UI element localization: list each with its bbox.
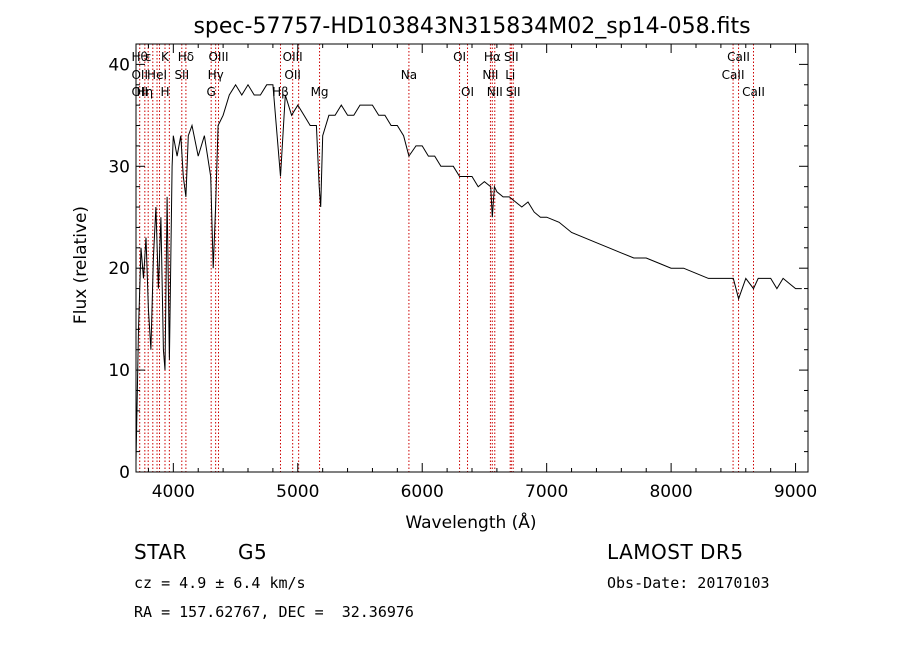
y-tick-label: 0 [119,463,130,483]
line-marker-label: CaII [742,85,765,99]
line-marker-label: NII [487,85,503,99]
obs-date-text: Obs-Date: 20170103 [607,574,770,592]
y-tick-label: 20 [108,259,130,279]
line-marker-label: ε [145,50,152,64]
line-marker-label: Hβ [272,85,289,99]
plot-frame [135,43,809,473]
line-marker-label: SII [174,68,189,82]
line-marker-label: SII [506,85,521,99]
line-marker-label: Hα [484,50,501,64]
x-tick-label: 6000 [401,482,444,502]
line-markers [139,44,754,472]
line-marker-label: OIII [283,50,303,64]
x-tick-label: 5000 [276,482,319,502]
line-marker-labels: HθOIIOIIHηεHeIKHSIIHδGHγOIIIHβOIIIOIIMgN… [131,50,764,99]
object-class-label: STAR [134,540,187,564]
line-marker-label: NII [482,68,498,82]
line-marker-label: SII [504,50,519,64]
redshift-text: cz = 4.9 ± 6.4 km/s [134,574,306,592]
x-axis-ticks: 4000 5000 6000 7000 8000 9000 [147,44,817,502]
line-marker-label: OIII [208,50,228,64]
line-marker-label: Na [401,68,417,82]
y-tick-label: 40 [108,55,130,75]
line-marker-label: OI [461,85,474,99]
line-marker-label: Hη [137,85,154,99]
line-marker-label: Mg [311,85,329,99]
line-marker-label: CaII [727,50,750,64]
survey-label: LAMOST DR5 [607,540,744,564]
line-marker-label: Hδ [178,50,194,64]
y-tick-label: 30 [108,157,130,177]
spectrum-series-line [135,83,802,462]
x-tick-label: 8000 [649,482,692,502]
line-marker-label: CaII [722,68,745,82]
y-axis-label: Flux (relative) [71,206,91,324]
y-axis-ticks: 0 10 20 30 40 [108,55,808,483]
y-tick-label: 10 [108,361,130,381]
x-axis-label: Wavelength (Å) [405,511,536,533]
line-marker-label: Hγ [208,68,224,82]
line-marker-label: HeI [147,68,167,82]
line-marker-label: OI [453,50,466,64]
x-tick-label: 4000 [152,482,195,502]
x-tick-label: 7000 [525,482,568,502]
line-marker-label: K [161,50,170,64]
line-marker-label: H [160,85,169,99]
object-subclass-label: G5 [238,540,268,564]
line-marker-label: OII [131,68,148,82]
chart-title: spec-57757-HD103843N315834M02_sp14-058.f… [193,14,750,39]
coordinates-text: RA = 157.62767, DEC = 32.36976 [134,603,414,621]
line-marker-label: G [207,85,216,99]
line-marker-label: OII [284,68,301,82]
x-tick-label: 9000 [774,482,817,502]
line-marker-label: Li [505,68,515,82]
